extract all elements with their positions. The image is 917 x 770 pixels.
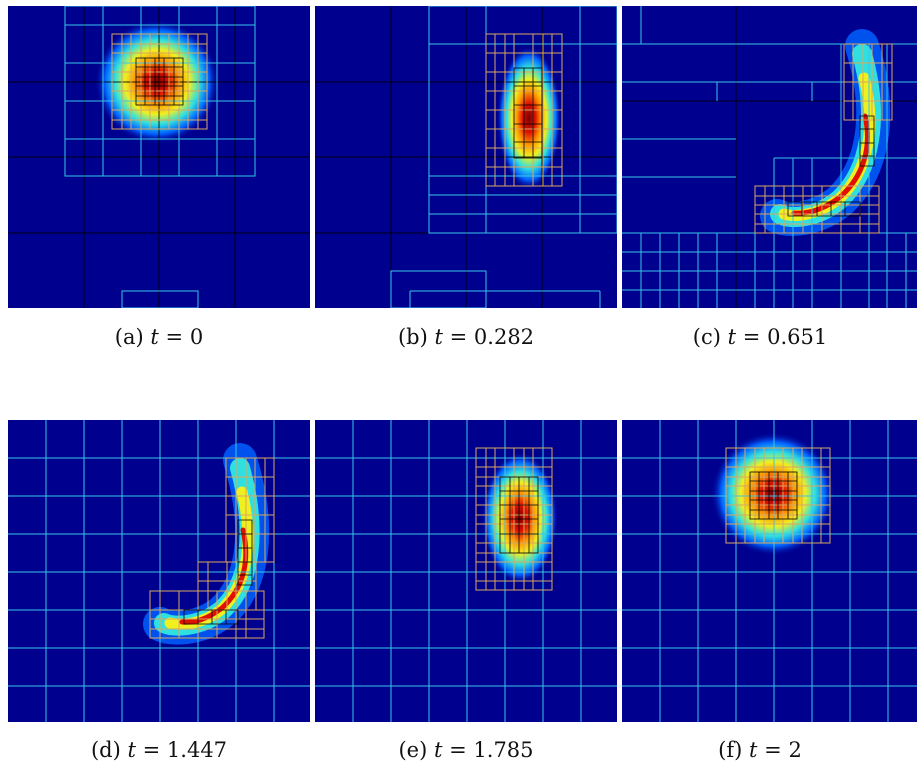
plot-d <box>8 420 310 722</box>
caption-var: t <box>749 738 758 762</box>
caption-time: 0 <box>189 325 204 349</box>
caption-time: 1.447 <box>166 738 228 762</box>
panel-d <box>8 420 310 722</box>
caption-time: 0.651 <box>767 325 828 349</box>
caption-label: (f) <box>718 738 743 762</box>
caption-op: = <box>742 325 761 349</box>
caption-a: (a) t = 0 <box>9 325 309 349</box>
caption-label: (b) <box>397 325 428 349</box>
caption-op: = <box>165 325 184 349</box>
caption-var: t <box>150 325 159 349</box>
caption-op: = <box>142 738 161 762</box>
caption-time: 2 <box>788 738 802 762</box>
caption-op: = <box>764 738 782 762</box>
caption-var: t <box>433 738 443 762</box>
caption-label: (d) <box>90 738 121 762</box>
caption-var: t <box>434 325 443 349</box>
grid-level2 <box>111 33 208 130</box>
panel-a <box>8 6 310 308</box>
grid-level3 <box>135 57 184 106</box>
panel-e <box>315 420 617 722</box>
caption-time: 1.785 <box>473 738 534 762</box>
caption-label: (a) <box>114 325 144 349</box>
caption-b: (b) t = 0.282 <box>316 325 616 349</box>
caption-d: (d) t = 1.447 <box>9 738 309 762</box>
caption-op: = <box>449 738 467 762</box>
plot-a <box>8 6 310 308</box>
caption-label: (c) <box>692 325 721 349</box>
panel-c <box>622 6 917 308</box>
caption-f: (f) t = 2 <box>610 738 910 762</box>
caption-op: = <box>449 325 468 349</box>
plot-f <box>622 420 917 722</box>
panel-b <box>315 6 617 308</box>
caption-label: (e) <box>398 738 428 762</box>
panel-f <box>622 420 917 722</box>
plot-b <box>315 6 617 308</box>
plot-c <box>622 6 917 308</box>
grid-level0 <box>8 6 310 308</box>
caption-e: (e) t = 1.785 <box>316 738 616 762</box>
caption-var: t <box>127 738 136 762</box>
caption-time: 0.282 <box>473 325 535 349</box>
plot-e <box>315 420 617 722</box>
caption-var: t <box>727 325 737 349</box>
caption-c: (c) t = 0.651 <box>610 325 910 349</box>
